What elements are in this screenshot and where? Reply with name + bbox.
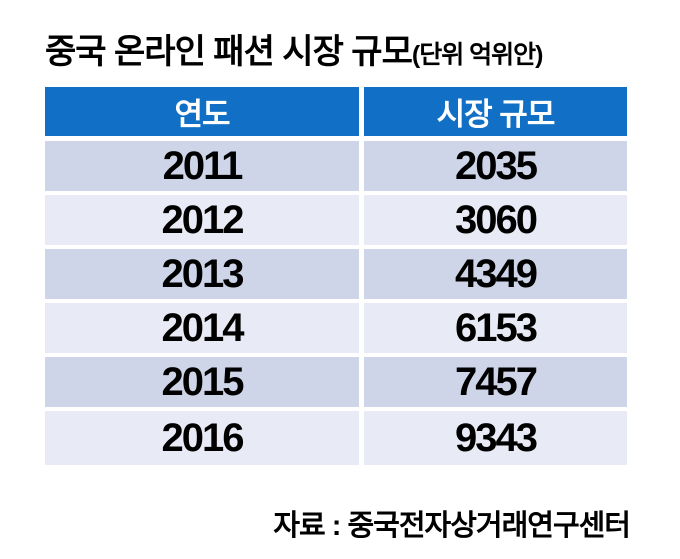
page-title-text: 중국 온라인 패션 시장 규모 (45, 33, 413, 71)
source-credit: 자료 : 중국전자상거래연구센터 (273, 510, 631, 542)
page-title-unit: (단위 억위안) (411, 41, 544, 69)
table-row: 2014 6153 (45, 303, 627, 357)
column-header-year: 연도 (45, 87, 364, 141)
page-title: 중국 온라인 패션 시장 규모(단위 억위안) (45, 24, 544, 73)
table-row: 2012 3060 (45, 195, 627, 249)
year-cell: 2015 (45, 357, 364, 411)
table-header-row: 연도 시장 규모 (45, 87, 627, 141)
market-size-table: 연도 시장 규모 2011 2035 2012 3060 2013 4349 2… (45, 87, 627, 465)
table-row: 2011 2035 (45, 141, 627, 195)
value-cell: 4349 (364, 249, 627, 303)
column-header-market-size: 시장 규모 (364, 87, 627, 141)
value-cell: 2035 (364, 141, 627, 195)
value-cell: 3060 (364, 195, 627, 249)
year-cell: 2016 (45, 411, 364, 465)
value-cell: 9343 (364, 411, 627, 465)
year-cell: 2013 (45, 249, 364, 303)
year-cell: 2014 (45, 303, 364, 357)
table-row: 2016 9343 (45, 411, 627, 465)
year-cell: 2011 (45, 141, 364, 195)
table-row: 2015 7457 (45, 357, 627, 411)
value-cell: 6153 (364, 303, 627, 357)
value-cell: 7457 (364, 357, 627, 411)
table-row: 2013 4349 (45, 249, 627, 303)
year-cell: 2012 (45, 195, 364, 249)
